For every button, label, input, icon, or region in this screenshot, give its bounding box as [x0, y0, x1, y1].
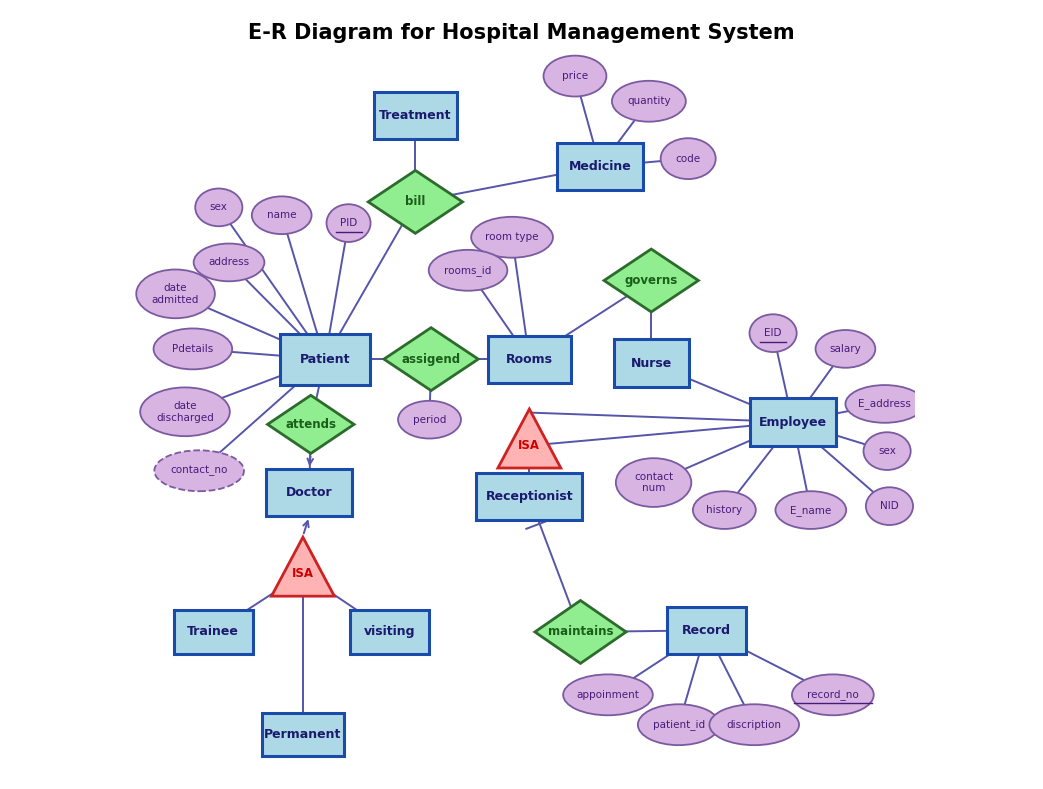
- Polygon shape: [498, 409, 561, 468]
- FancyBboxPatch shape: [262, 712, 344, 756]
- Ellipse shape: [326, 204, 370, 242]
- FancyBboxPatch shape: [374, 92, 457, 139]
- Ellipse shape: [693, 492, 756, 529]
- Text: room type: room type: [485, 232, 539, 242]
- Text: contact
num: contact num: [634, 472, 673, 493]
- Text: assigend: assigend: [402, 353, 461, 365]
- Ellipse shape: [660, 138, 715, 179]
- Ellipse shape: [866, 488, 913, 525]
- Polygon shape: [384, 327, 479, 391]
- Ellipse shape: [194, 244, 265, 282]
- Text: Record: Record: [682, 624, 731, 637]
- FancyBboxPatch shape: [174, 611, 252, 653]
- Text: E_address: E_address: [858, 398, 912, 409]
- FancyBboxPatch shape: [557, 143, 644, 190]
- Text: sex: sex: [878, 446, 896, 456]
- Ellipse shape: [792, 675, 874, 716]
- Ellipse shape: [398, 401, 461, 439]
- Text: contact_no: contact_no: [170, 466, 227, 476]
- Text: governs: governs: [625, 274, 678, 287]
- Text: NID: NID: [880, 501, 899, 511]
- Text: attends: attends: [286, 418, 336, 431]
- Text: Doctor: Doctor: [286, 486, 333, 499]
- Text: E_name: E_name: [791, 505, 831, 515]
- Ellipse shape: [195, 189, 242, 226]
- Ellipse shape: [612, 80, 686, 122]
- Text: price: price: [562, 71, 588, 81]
- Text: E-R Diagram for Hospital Management System: E-R Diagram for Hospital Management Syst…: [248, 23, 795, 43]
- Text: Employee: Employee: [758, 416, 827, 428]
- Text: discription: discription: [727, 720, 781, 730]
- FancyBboxPatch shape: [477, 473, 582, 520]
- Text: Pdetails: Pdetails: [172, 344, 214, 354]
- Ellipse shape: [709, 705, 799, 745]
- Text: Rooms: Rooms: [506, 353, 553, 365]
- FancyBboxPatch shape: [266, 469, 353, 516]
- Text: ISA: ISA: [292, 567, 314, 580]
- Text: appoinment: appoinment: [577, 690, 639, 700]
- Ellipse shape: [816, 330, 875, 368]
- Ellipse shape: [154, 451, 244, 492]
- Ellipse shape: [251, 196, 312, 234]
- Ellipse shape: [137, 270, 215, 318]
- FancyBboxPatch shape: [280, 334, 370, 385]
- Ellipse shape: [864, 432, 911, 470]
- Text: Treatment: Treatment: [379, 109, 452, 122]
- Ellipse shape: [846, 385, 924, 423]
- Text: ISA: ISA: [518, 439, 540, 452]
- Polygon shape: [271, 537, 335, 596]
- FancyBboxPatch shape: [614, 339, 688, 387]
- FancyBboxPatch shape: [350, 611, 429, 653]
- Text: rooms_id: rooms_id: [444, 265, 491, 275]
- Text: address: address: [209, 257, 249, 267]
- Text: record_no: record_no: [807, 690, 858, 701]
- FancyBboxPatch shape: [488, 335, 571, 383]
- Ellipse shape: [153, 328, 233, 369]
- Text: bill: bill: [405, 196, 426, 208]
- Ellipse shape: [471, 217, 553, 258]
- Text: PID: PID: [340, 218, 357, 228]
- Ellipse shape: [638, 705, 720, 745]
- Polygon shape: [535, 600, 626, 664]
- Ellipse shape: [615, 458, 692, 507]
- Text: Trainee: Trainee: [188, 626, 239, 638]
- Text: period: period: [413, 415, 446, 424]
- Text: maintains: maintains: [548, 626, 613, 638]
- Text: Nurse: Nurse: [631, 357, 672, 369]
- Text: salary: salary: [829, 344, 862, 354]
- Text: Receptionist: Receptionist: [486, 490, 574, 503]
- Ellipse shape: [429, 250, 507, 290]
- Polygon shape: [604, 249, 699, 312]
- Text: history: history: [706, 505, 743, 515]
- Text: code: code: [676, 154, 701, 163]
- Text: quantity: quantity: [627, 96, 671, 107]
- Text: Permanent: Permanent: [264, 727, 342, 741]
- Text: visiting: visiting: [364, 626, 415, 638]
- Text: Patient: Patient: [299, 353, 350, 365]
- Text: EID: EID: [765, 328, 782, 338]
- Ellipse shape: [775, 492, 846, 529]
- Polygon shape: [268, 395, 354, 454]
- Text: patient_id: patient_id: [653, 720, 705, 730]
- FancyBboxPatch shape: [666, 607, 746, 654]
- Polygon shape: [368, 170, 462, 234]
- Ellipse shape: [563, 675, 653, 716]
- Text: name: name: [267, 210, 296, 220]
- Text: date
admitted: date admitted: [152, 283, 199, 305]
- Ellipse shape: [543, 56, 606, 96]
- Ellipse shape: [140, 387, 229, 436]
- Text: date
discharged: date discharged: [156, 401, 214, 423]
- Text: sex: sex: [210, 203, 227, 212]
- Ellipse shape: [750, 314, 797, 352]
- FancyBboxPatch shape: [750, 398, 836, 446]
- Text: Medicine: Medicine: [568, 160, 631, 173]
